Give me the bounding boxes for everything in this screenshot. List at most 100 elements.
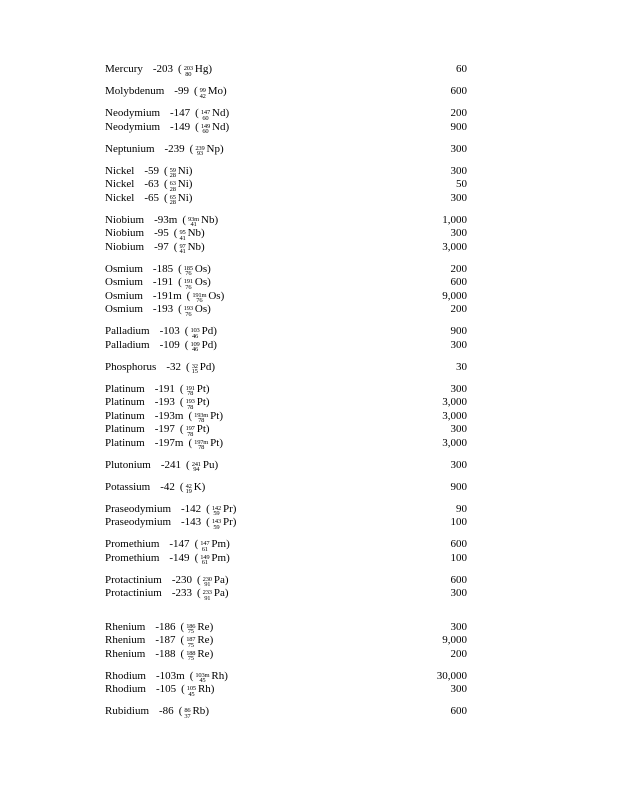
element-name: Mercury (105, 63, 143, 75)
isotope-number: -197m (154, 436, 184, 449)
table-row: Rhodium -103m(103m 45 Rh) 30,000 (105, 670, 618, 684)
activity-value: 900 (450, 325, 468, 337)
activity-value: 900 (450, 480, 468, 493)
activity-value: 600 (450, 538, 468, 550)
element-symbol: Os (208, 289, 221, 302)
close-paren: ) (213, 338, 217, 351)
element-group: Palladium -103(103 46 Pd) 900 Palladium -109(… (105, 325, 618, 352)
table-row: Platinum -193m(193m 78 Pt) 3,000 (105, 410, 618, 424)
nuclide-notation: 197m 78 (194, 438, 209, 451)
element-group: Neodymium -147(147 60 Nd) 200 Neodymium -149(… (105, 107, 618, 134)
table-row: Niobium -95 (95 41 Nb) 300 (105, 227, 618, 241)
activity-value: 200 (450, 107, 468, 119)
table-row: Palladium -109 (109 46 Pd) 300 (105, 339, 618, 353)
close-paren: ) (225, 120, 230, 133)
mass-number: 187 (186, 636, 196, 643)
isotope-number: -188 (155, 647, 176, 660)
mass-number: 197m (194, 438, 209, 446)
close-paren: ) (188, 164, 193, 177)
element-symbol: Pa (213, 587, 225, 599)
isotope-number: -143 (181, 516, 202, 528)
table-row: Osmium -185 (185 76 Os) 200 (105, 263, 618, 277)
close-paren: ) (214, 213, 219, 226)
element-symbol: Nb (187, 240, 202, 253)
atomic-number: 28 (169, 185, 176, 193)
isotope-number: -93m (154, 213, 178, 226)
mass-number: 105 (186, 685, 196, 692)
element-group: Praseodymium -142(142 59 Pr) 90 Praseodymium… (105, 503, 618, 530)
element-name: Protactinium (105, 573, 162, 586)
table-row: Neodymium -147 (147 60 Nd) 200 (105, 107, 618, 121)
atomic-number: 93 (196, 150, 203, 157)
atomic-number: 78 (187, 430, 194, 438)
isotope-number: -63 (144, 178, 159, 190)
atomic-number: 60 (202, 114, 209, 122)
table-row: Neodymium -149 (149 60 Nd) 900 (105, 121, 618, 135)
atomic-number: 75 (187, 641, 194, 649)
mass-number: 149 (200, 122, 210, 130)
nuclide-notation: 193 78 (186, 399, 195, 410)
element-symbol: Pm (211, 538, 227, 550)
element-group: Protactinium -230(230 91 Pa) 600 Protactiniu… (105, 574, 618, 601)
element-name: Platinum (105, 409, 145, 422)
element-name: Neodymium (105, 107, 160, 119)
atomic-number: 75 (187, 655, 194, 662)
isotope-number: -32 (166, 360, 182, 373)
mass-number: 63 (169, 180, 176, 187)
isotope-number: -191 (154, 382, 175, 395)
activity-value: 600 (450, 573, 468, 586)
isotope-number: -239 (164, 142, 185, 155)
table-row: Protactinium -230 (230 91 Pa) 600 (105, 574, 618, 588)
atomic-number: 41 (179, 234, 186, 242)
open-paren: ( (178, 276, 182, 288)
mass-number: 32 (191, 362, 198, 370)
element-symbol: Re (197, 647, 210, 660)
open-paren: ( (164, 178, 168, 190)
element-name: Protactinium (105, 587, 162, 599)
element-group: Neptunium -239 (239 93 Np) 300 (105, 143, 618, 157)
nuclide-notation: 187 75 (186, 637, 195, 648)
close-paren: ) (225, 107, 230, 119)
nuclide-notation: 230 91 (203, 576, 212, 588)
close-paren: ) (205, 396, 210, 408)
nuclide-notation: 191 76 (184, 279, 193, 290)
nuclide-notation: 143 59 (212, 519, 221, 530)
atomic-number: 41 (190, 221, 197, 228)
activity-value: 600 (450, 705, 468, 717)
element-group: Platinum -191(191 78 Pt) 300 Platinum -193(19… (105, 383, 618, 451)
element-name: Rhenium (105, 634, 146, 646)
mass-number: 59 (169, 166, 176, 174)
nuclide-notation: 42 19 (186, 483, 192, 495)
element-symbol: Rb (192, 705, 206, 717)
open-paren: ( (182, 213, 187, 226)
mass-number: 203 (183, 65, 193, 72)
table-row: Platinum -193 (193 78 Pt) 3,000 (105, 396, 618, 410)
nuclide-notation: 93m 41 (188, 216, 199, 228)
mass-number: 65 (169, 193, 176, 201)
activity-value: 90 (456, 502, 467, 515)
table-row: Osmium -193 (193 76 Os) 200 (105, 303, 618, 317)
isotope-number: -99 (174, 85, 189, 97)
open-paren: ( (178, 303, 182, 315)
open-paren: ( (195, 107, 199, 119)
element-name: Platinum (105, 396, 145, 408)
isotope-number: -149 (170, 120, 191, 133)
close-paren: ) (205, 423, 210, 435)
open-paren: ( (193, 85, 198, 97)
open-paren: ( (164, 191, 168, 204)
activity-value: 3,000 (442, 436, 467, 449)
isotope-number: -95 (154, 227, 169, 239)
atomic-number: 15 (191, 368, 198, 375)
close-paren: ) (209, 647, 214, 660)
isotope-number: -147 (170, 107, 191, 119)
activity-value: 3,000 (442, 396, 467, 408)
isotope-number: -86 (159, 705, 174, 717)
isotope-number: -193m (154, 409, 184, 422)
element-symbol: Pr (223, 502, 233, 515)
element-name: Promethium (105, 538, 160, 550)
mass-number: 143 (211, 518, 221, 525)
nuclide-notation: 149 60 (200, 122, 210, 135)
isotope-number: -147 (169, 538, 190, 550)
atomic-number: 45 (188, 690, 195, 698)
element-name: Rhodium (105, 683, 146, 695)
